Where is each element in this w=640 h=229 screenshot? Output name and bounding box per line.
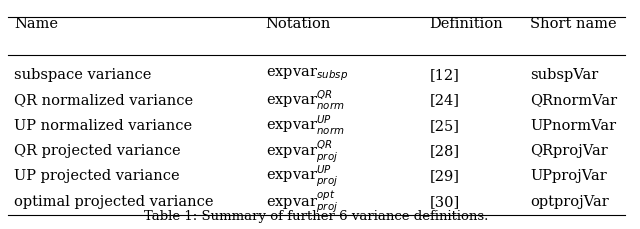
Text: optprojVar: optprojVar — [530, 195, 609, 209]
Text: expvar$^{QR}_{proj}$: expvar$^{QR}_{proj}$ — [266, 138, 338, 164]
Text: expvar$^{opt}_{proj}$: expvar$^{opt}_{proj}$ — [266, 188, 338, 215]
Text: subspace variance: subspace variance — [14, 68, 151, 82]
Text: Short name: Short name — [530, 17, 617, 31]
Text: expvar$_{subsp}$: expvar$_{subsp}$ — [266, 67, 348, 83]
Text: [12]: [12] — [429, 68, 460, 82]
Text: expvar$^{QR}_{norm}$: expvar$^{QR}_{norm}$ — [266, 89, 344, 112]
Text: [25]: [25] — [429, 119, 460, 133]
Text: [29]: [29] — [429, 169, 460, 183]
Text: QRprojVar: QRprojVar — [530, 144, 608, 158]
Text: UPprojVar: UPprojVar — [530, 169, 607, 183]
Text: expvar$^{UP}_{proj}$: expvar$^{UP}_{proj}$ — [266, 164, 338, 189]
Text: Notation: Notation — [266, 17, 331, 31]
Text: UP projected variance: UP projected variance — [14, 169, 180, 183]
Text: UP normalized variance: UP normalized variance — [14, 119, 192, 133]
Text: subspVar: subspVar — [530, 68, 598, 82]
Text: [28]: [28] — [429, 144, 460, 158]
Text: QR projected variance: QR projected variance — [14, 144, 180, 158]
Text: [24]: [24] — [429, 93, 460, 107]
Text: QRnormVar: QRnormVar — [530, 93, 617, 107]
Text: expvar$^{UP}_{norm}$: expvar$^{UP}_{norm}$ — [266, 114, 344, 137]
Text: Name: Name — [14, 17, 58, 31]
Text: optimal projected variance: optimal projected variance — [14, 195, 214, 209]
Text: Definition: Definition — [429, 17, 503, 31]
Text: UPnormVar: UPnormVar — [530, 119, 616, 133]
Text: [30]: [30] — [429, 195, 460, 209]
Text: QR normalized variance: QR normalized variance — [14, 93, 193, 107]
Text: Table 1: Summary of further 6 variance definitions.: Table 1: Summary of further 6 variance d… — [144, 210, 488, 223]
